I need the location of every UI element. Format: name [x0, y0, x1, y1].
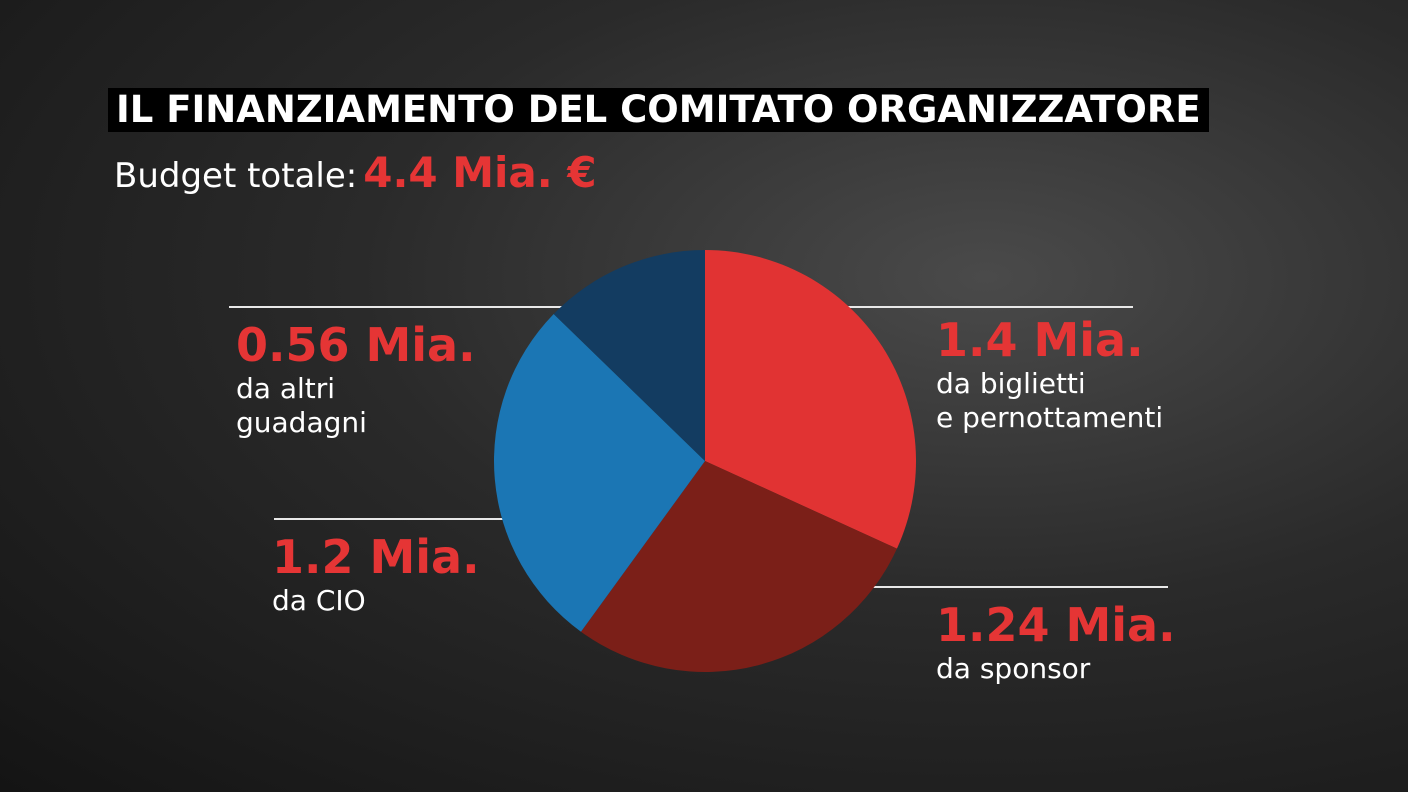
- slice-label: 0.56 Mia. da altri guadagni: [236, 318, 476, 440]
- pie-slice: [493, 313, 705, 632]
- pie-slice: [580, 461, 897, 672]
- slice-label: 1.2 Mia. da CIO: [272, 530, 480, 618]
- value-label: 1.4 Mia.: [936, 313, 1144, 367]
- total-label: 4.4 Mia. €: [363, 148, 597, 197]
- category-label: da altri guadagni: [236, 372, 367, 439]
- category-label: da sponsor: [936, 652, 1091, 685]
- chart-title: IL FINANZIAMENTO DEL COMITATO ORGANIZZAT…: [108, 88, 1209, 132]
- subtitle: Budget totale: 4.4 Mia. €: [114, 148, 597, 197]
- pie-slice: [705, 250, 917, 549]
- slice-label: 1.24 Mia. da sponsor: [936, 598, 1176, 686]
- category-label: da biglietti e pernottamenti: [936, 367, 1164, 434]
- subtitle-text: Budget totale:: [114, 156, 358, 196]
- category-label: da CIO: [272, 584, 366, 617]
- value-label: 1.24 Mia.: [936, 598, 1176, 652]
- value-label: 1.2 Mia.: [272, 530, 480, 584]
- value-label: 0.56 Mia.: [236, 318, 476, 372]
- pie-slice: [553, 250, 705, 461]
- slice-label: 1.4 Mia. da biglietti e pernottamenti: [936, 313, 1163, 435]
